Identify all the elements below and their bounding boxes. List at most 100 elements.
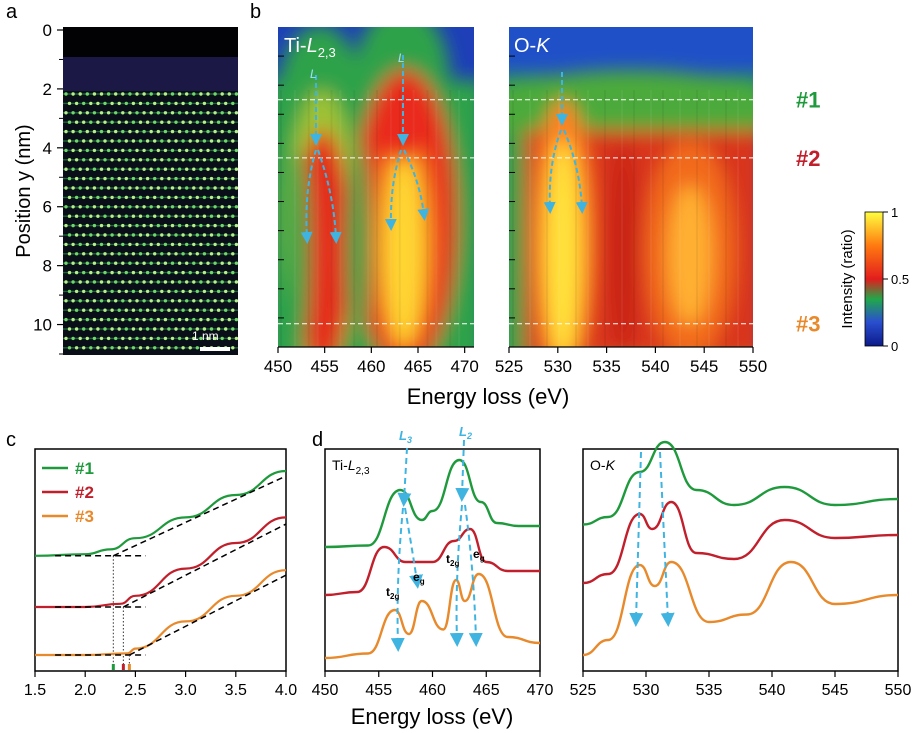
lattice-atom xyxy=(103,289,107,294)
lattice-atom xyxy=(213,148,217,153)
lattice-atom xyxy=(156,167,160,171)
lattice-atom xyxy=(124,158,128,162)
label-l3: L3 xyxy=(399,428,412,445)
lattice-atom xyxy=(209,101,214,106)
lattice-atom xyxy=(135,111,139,115)
heatmap-streak xyxy=(737,90,739,347)
lattice-atom xyxy=(199,167,203,171)
colorbar-tick-label: 0 xyxy=(891,339,898,354)
lattice-atom xyxy=(195,158,199,162)
lattice-atom xyxy=(170,111,175,115)
lattice-atom xyxy=(145,327,150,331)
lattice-atom xyxy=(195,252,199,256)
lattice-atom xyxy=(192,280,196,284)
lattice-atom xyxy=(220,148,224,153)
lattice-atom xyxy=(202,195,207,200)
lattice-atom xyxy=(220,92,224,96)
lattice-atom xyxy=(216,176,221,181)
lattice-atom xyxy=(114,92,118,96)
lattice-atom xyxy=(195,139,199,143)
lattice-atom xyxy=(188,327,192,331)
panel-d-xlabel: Energy loss (eV) xyxy=(351,704,514,729)
lattice-atom xyxy=(181,289,185,294)
lattice-atom xyxy=(209,158,214,162)
lattice-atom xyxy=(92,167,97,171)
profile-markers: #1 #2 #3 xyxy=(278,88,820,337)
lattice-atom xyxy=(128,242,132,247)
lattice-atom xyxy=(121,167,125,171)
lattice-atom xyxy=(121,148,125,153)
lattice-atom xyxy=(135,280,139,284)
lattice-atom xyxy=(199,242,203,247)
panel-d-ok-x-tick-label: 545 xyxy=(822,682,849,699)
lattice-atom xyxy=(149,92,153,96)
lattice-atom xyxy=(192,111,196,115)
lattice-atom xyxy=(128,280,132,284)
lattice-atom xyxy=(67,214,72,218)
heatmap-streak xyxy=(587,90,589,347)
lattice-atom xyxy=(202,252,207,256)
lattice-atom xyxy=(114,223,118,228)
lattice-atom xyxy=(131,346,136,350)
panel-c-onset-mark xyxy=(121,664,125,670)
lattice-atom xyxy=(124,289,128,294)
lattice-atom xyxy=(209,214,214,218)
lattice-atom xyxy=(206,242,210,247)
lattice-atom xyxy=(195,120,199,124)
lattice-atom xyxy=(110,101,114,106)
lattice-atom xyxy=(224,139,228,143)
lattice-atom xyxy=(160,289,164,294)
lattice-atom xyxy=(216,252,221,256)
label-eg-l2: eg xyxy=(473,547,485,563)
lattice-atom xyxy=(195,233,199,237)
lattice-atom xyxy=(67,233,72,237)
lattice-atom xyxy=(82,233,86,237)
lattice-atom xyxy=(220,205,224,209)
lattice-atom xyxy=(96,214,100,218)
lattice-atom xyxy=(209,120,214,124)
panel-d: Ti-L2,3 O-K L3 L2 t2g eg t2g eg 450 455 46… xyxy=(312,424,912,729)
lattice-atom xyxy=(192,205,196,209)
lattice-atom xyxy=(220,317,224,322)
lattice-atom xyxy=(227,111,231,115)
lattice-atom xyxy=(174,195,178,200)
lattice-atom xyxy=(138,233,143,237)
lattice-atom xyxy=(231,270,235,275)
panel-d-ti-x-tick-label: 465 xyxy=(473,682,500,699)
lattice-atom xyxy=(216,214,221,218)
lattice-atom xyxy=(78,148,82,153)
lattice-atom xyxy=(234,299,239,303)
lattice-atom xyxy=(89,270,93,275)
lattice-atom xyxy=(213,261,217,265)
panel-c-x-tick-label: 3.0 xyxy=(174,682,196,699)
lattice-atom xyxy=(227,261,231,265)
lattice-atom xyxy=(195,214,199,218)
panel-c-x-tick-label: 3.5 xyxy=(225,682,247,699)
lattice-atom xyxy=(74,233,79,237)
lattice-atom xyxy=(128,261,132,265)
lattice-atom xyxy=(124,214,128,218)
lattice-atom xyxy=(216,327,221,331)
lattice-atom xyxy=(213,186,217,190)
lattice-atom xyxy=(220,129,224,134)
panel-c-x-axis: 1.5 2.0 2.5 3.0 3.5 4.0 xyxy=(24,671,297,699)
panel-d-ok-x-tick-label: 530 xyxy=(633,682,660,699)
lattice-atom xyxy=(220,223,224,228)
lattice-atom xyxy=(231,139,235,143)
lattice-atom xyxy=(188,101,192,106)
lattice-atom xyxy=(224,120,228,124)
atomic-lattice xyxy=(63,92,239,350)
lattice-atom xyxy=(234,111,239,115)
lattice-atom xyxy=(192,299,196,303)
lattice-atom xyxy=(174,158,178,162)
lattice-atom xyxy=(192,223,196,228)
lattice-atom xyxy=(117,214,121,218)
lattice-atom xyxy=(128,205,132,209)
lattice-atom xyxy=(89,252,93,256)
lattice-atom xyxy=(71,186,75,190)
lattice-atom xyxy=(128,92,132,96)
lattice-atom xyxy=(195,176,199,181)
profile-marker-label: #3 xyxy=(796,312,820,337)
lattice-atom xyxy=(121,205,125,209)
panel-label-b: b xyxy=(250,1,261,23)
